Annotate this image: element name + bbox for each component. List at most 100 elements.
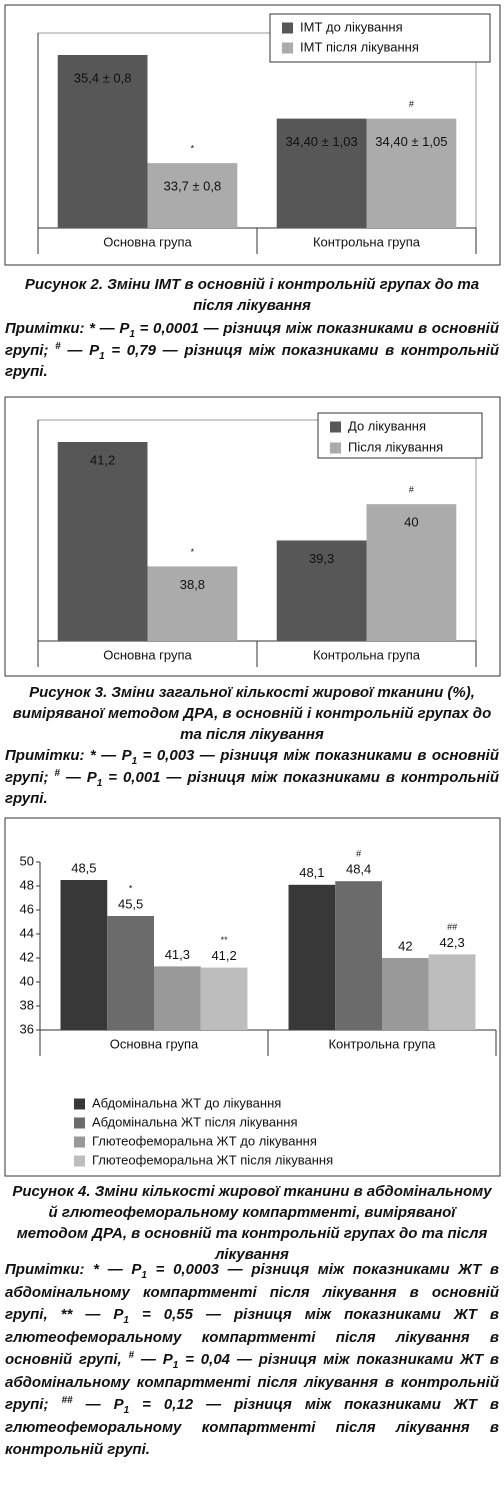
value-label: 34,40 ± 1,05 xyxy=(375,134,447,149)
value-label: 34,40 ± 1,03 xyxy=(286,134,358,149)
bar xyxy=(366,504,457,641)
figure-frame xyxy=(4,4,501,266)
note-text: 1 xyxy=(96,777,103,789)
note-text: = 0,0001 — різниця між показниками в осн… xyxy=(5,320,499,359)
bar xyxy=(57,442,148,641)
legend-box xyxy=(269,13,491,63)
figure-frame xyxy=(4,817,501,1177)
y-tick-label: 40 xyxy=(20,973,34,988)
value-label: 35,4 ± 0,8 xyxy=(74,70,132,85)
x-tick-label: Контрольна група xyxy=(313,234,421,249)
bar xyxy=(288,884,336,1030)
value-label: 41,2 xyxy=(211,948,236,963)
note-text: # xyxy=(55,340,61,352)
y-tick-label: 38 xyxy=(20,997,34,1012)
value-label: 41,3 xyxy=(165,947,190,962)
value-label: 39,3 xyxy=(309,551,334,566)
x-tick-label: Контрольна група xyxy=(313,647,421,662)
annotation: # xyxy=(356,849,361,859)
legend-label: Глютеофеморальна ЖТ до лікування xyxy=(92,1133,317,1148)
y-tick-label: 42 xyxy=(20,949,34,964)
value-label: 42 xyxy=(398,938,412,953)
value-label: 38,8 xyxy=(180,577,205,592)
annotation: * xyxy=(191,547,195,557)
y-tick-label: 50 xyxy=(20,853,34,868)
bar xyxy=(200,967,248,1030)
legend-swatch xyxy=(282,42,293,54)
figure-notes: Примітки: * — P1 = 0,0003 — різниця між … xyxy=(5,1259,499,1462)
bar xyxy=(428,954,476,1030)
note-text: = 0,0003 — різниця між показниками ЖТ в … xyxy=(5,1261,499,1323)
legend-swatch xyxy=(74,1098,85,1110)
annotation: ## xyxy=(447,922,457,932)
annotation: # xyxy=(409,485,414,495)
x-tick-label: Основна група xyxy=(103,234,192,249)
legend-swatch xyxy=(330,421,341,433)
bar xyxy=(276,118,367,228)
legend-label: Глютеофеморальна ЖТ після лікування xyxy=(92,1152,333,1167)
value-label: 48,5 xyxy=(71,860,96,875)
figure-caption: Рисунок 4. Зміни кількості жирової ткани… xyxy=(12,1183,492,1263)
bar xyxy=(154,966,201,1030)
legend-box xyxy=(317,412,483,459)
bar xyxy=(107,916,154,1030)
value-label: 48,4 xyxy=(346,862,371,877)
legend-swatch xyxy=(74,1117,85,1129)
note-text: 1 xyxy=(129,329,135,340)
legend-label: До лікування xyxy=(348,418,426,433)
note-text: 1 xyxy=(123,1315,129,1326)
y-tick-label: 46 xyxy=(20,901,34,916)
y-tick-label: 44 xyxy=(20,925,34,940)
note-text: = 0,79 — різниця між показниками в контр… xyxy=(5,341,499,381)
note-text: — P xyxy=(72,1396,124,1413)
annotation: * xyxy=(191,144,195,154)
annotation: # xyxy=(409,99,414,109)
annotation: * xyxy=(129,883,133,893)
note-text: — P xyxy=(60,341,100,359)
bar xyxy=(147,163,238,228)
legend-label: Абдомінальна ЖТ після лікування xyxy=(92,1114,298,1129)
note-text: = 0,04 — різниця між показниками ЖТ в аб… xyxy=(5,1351,499,1413)
note-text: ## xyxy=(61,1395,73,1406)
legend-label: Після лікування xyxy=(348,439,443,454)
bar xyxy=(60,880,108,1030)
figure-caption: Рисунок 2. Зміни ІМТ в основній і контро… xyxy=(24,276,480,314)
note-text: 1 xyxy=(99,350,105,362)
x-tick-label: Основна група xyxy=(110,1036,199,1051)
note-text: # xyxy=(54,767,60,779)
value-label: 33,7 ± 0,8 xyxy=(164,179,222,194)
value-label: 48,1 xyxy=(299,865,324,880)
note-text: # xyxy=(128,1350,135,1361)
y-tick-label: 36 xyxy=(20,1021,34,1036)
bar xyxy=(57,55,148,228)
note-text: = 0,001 — різниця між показниками в конт… xyxy=(5,768,499,808)
bar xyxy=(276,540,367,641)
figure-caption: Рисунок 3. Зміни загальної кількості жир… xyxy=(12,684,492,743)
note-text: = 0,12 — різниця між показниками ЖТ в гл… xyxy=(5,1396,499,1458)
figure-frame xyxy=(4,396,501,677)
note-text: Примітки: * — P xyxy=(5,1261,142,1278)
note-text: — P xyxy=(59,768,97,786)
value-label: 45,5 xyxy=(118,896,143,911)
x-tick-label: Контрольна група xyxy=(328,1036,436,1051)
legend-swatch xyxy=(330,442,341,454)
x-tick-label: Основна група xyxy=(103,647,192,662)
note-text: Примітки: * — P xyxy=(5,747,132,764)
legend-swatch xyxy=(74,1155,85,1167)
value-label: 40 xyxy=(404,515,418,530)
y-tick-label: 48 xyxy=(20,877,34,892)
bar xyxy=(335,881,382,1030)
legend-label: Абдомінальна ЖТ до лікування xyxy=(92,1095,281,1110)
figure-notes: Примітки: * — P1 = 0,0001 — різниця між … xyxy=(5,318,499,383)
note-text: = 0,003 — різниця між показниками в осно… xyxy=(5,747,499,786)
note-text: 1 xyxy=(172,1360,179,1371)
value-label: 42,3 xyxy=(439,935,464,950)
figure-notes: Примітки: * — P 1 = 0,003 — різниця між п… xyxy=(5,745,499,810)
note-text: = 0,55 — різниця між показниками ЖТ в гл… xyxy=(5,1306,499,1368)
bar xyxy=(147,566,238,641)
note-text: — P xyxy=(134,1351,173,1368)
bar xyxy=(382,958,429,1030)
note-text: 1 xyxy=(141,1270,147,1281)
